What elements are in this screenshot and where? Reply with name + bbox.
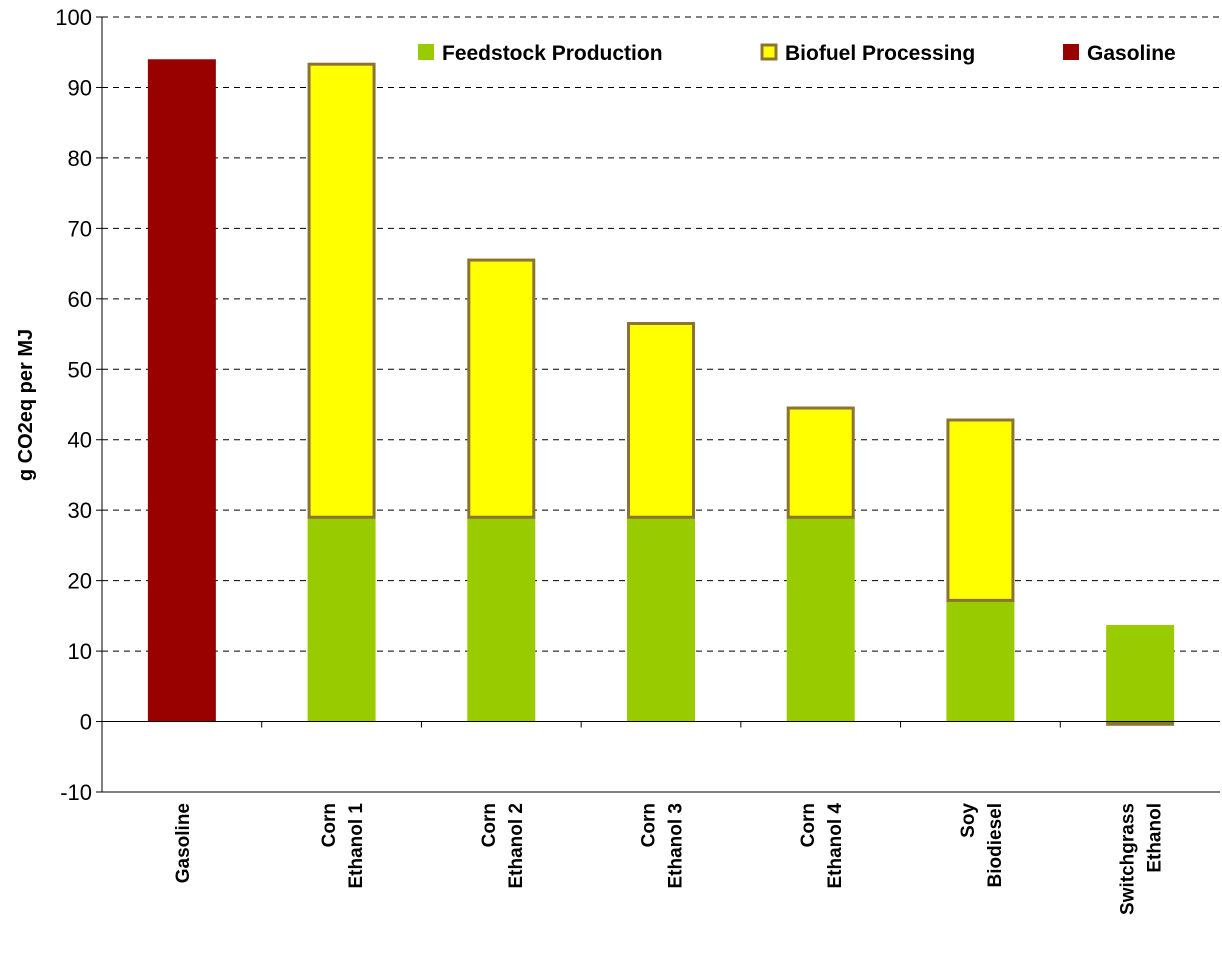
x-tick-label: Ethanol 1 <box>346 803 367 889</box>
x-tick-label: Ethanol 3 <box>666 803 687 889</box>
legend: Feedstock Production Biofuel Processing Ga… <box>418 42 1176 65</box>
y-tick-label: 20 <box>68 569 92 594</box>
bar-feedstock-production <box>946 600 1015 722</box>
y-tick-label: 100 <box>55 5 92 30</box>
bar-feedstock-production <box>467 517 536 722</box>
y-tick-label: 80 <box>68 146 92 171</box>
bars <box>147 59 1175 726</box>
x-tick-label: Gasoline <box>173 803 194 883</box>
x-tick-label: Corn <box>479 803 500 847</box>
y-tick-label: 50 <box>68 357 92 382</box>
y-tick-label: 70 <box>68 216 92 241</box>
x-tick-label: Biodiesel <box>985 803 1006 887</box>
bar-biofuel-processing <box>307 62 376 519</box>
axes <box>101 17 1220 793</box>
legend-label: Feedstock Production <box>442 42 663 65</box>
x-tick-label: Ethanol 4 <box>825 803 846 889</box>
bar-feedstock-production <box>786 517 855 722</box>
bar-biofuel-processing <box>786 406 855 519</box>
legend-label: Biofuel Processing <box>785 42 975 65</box>
bar-biofuel-processing <box>627 321 695 519</box>
legend-label: Gasoline <box>1087 42 1176 65</box>
bar-biofuel-processing <box>946 418 1015 602</box>
bar-gasoline <box>147 59 216 722</box>
x-tick-label: Ethanol 2 <box>506 803 527 889</box>
x-tick-label: Corn <box>798 803 819 847</box>
y-tick-label: 60 <box>68 287 92 312</box>
x-tick-label: Corn <box>319 803 340 847</box>
y-ticks: -10 0 10 20 30 40 50 60 70 80 90 100 <box>55 5 102 805</box>
bar-feedstock-production <box>1106 625 1175 722</box>
y-tick-label: 10 <box>68 639 92 664</box>
legend-swatch <box>760 43 778 61</box>
y-tick-label: 30 <box>68 498 92 523</box>
x-tick-label: Soy <box>958 803 979 838</box>
bar-feedstock-production <box>627 517 695 722</box>
x-tick-labels: Gasoline Corn Ethanol 1 Corn Ethanol 2 Corn Et… <box>173 803 1166 915</box>
legend-swatch <box>418 44 434 60</box>
y-tick-label: 0 <box>80 710 92 735</box>
bar-biofuel-processing <box>467 258 536 519</box>
bar-biofuel-processing <box>1106 721 1175 726</box>
y-tick-label: 40 <box>68 428 92 453</box>
y-tick-label: 90 <box>68 75 92 100</box>
x-tick-label: Corn <box>639 803 660 847</box>
legend-swatch <box>1063 44 1079 60</box>
x-tick-label: Switchgrass <box>1118 803 1139 915</box>
bar-feedstock-production <box>307 517 376 722</box>
y-axis-title: g CO2eq per MJ <box>15 329 37 481</box>
y-tick-label: -10 <box>60 780 92 805</box>
x-tick-label: Ethanol <box>1145 803 1166 873</box>
